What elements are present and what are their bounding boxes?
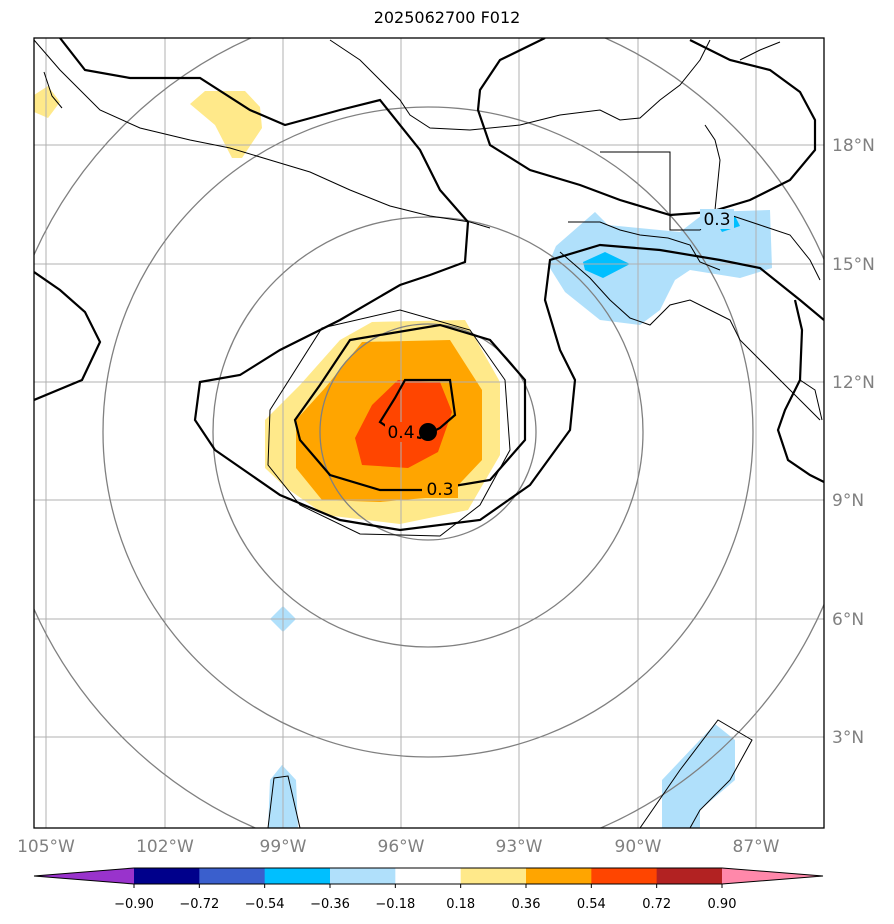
- colorbar-tick-label: −0.54: [245, 897, 285, 912]
- colorbar-extend-high: [722, 868, 823, 884]
- cuba: [739, 41, 781, 61]
- colorbar-segment: [134, 868, 200, 884]
- contour-east-loop: [476, 38, 817, 217]
- colorbar-segment: [330, 868, 396, 884]
- contour-label-03-east: 0.3: [703, 210, 730, 230]
- contour-label-group: 0.4 0.3 0.3: [385, 209, 734, 500]
- colorbar-tick-label: 0.54: [577, 897, 606, 912]
- southeast-polygon: [639, 719, 753, 828]
- map-title: 2025062700 F012: [373, 8, 521, 27]
- colorbar-extend-low: [34, 868, 134, 884]
- contour-inner-04: [378, 378, 457, 440]
- lon-tick-105w: 105°W: [17, 837, 75, 857]
- lon-tick-102w: 102°W: [136, 837, 194, 857]
- lat-tick-12n: 12°N: [832, 373, 875, 393]
- gulf-coast: [329, 39, 711, 131]
- colorbar-segment: [264, 868, 331, 884]
- colorbar-segment: [526, 868, 592, 884]
- contour-west-left: [34, 271, 102, 402]
- contour-east-right: [776, 299, 824, 483]
- contour-label-04: 0.4: [387, 423, 414, 443]
- latitude-tick-labels: 18°N 15°N 12°N 9°N 6°N 3°N: [832, 136, 875, 748]
- colorbar-ticks: −0.90 −0.72 −0.54 −0.36 −0.18 0.18 0.36 0.54 0.7…: [114, 884, 736, 912]
- south-polygon: [267, 775, 301, 828]
- colorbar-segment: [656, 868, 723, 884]
- colorbar-segment: [460, 868, 527, 884]
- colorbar-tick-label: −0.18: [375, 897, 415, 912]
- colorbar-tick-label: −0.90: [114, 897, 154, 912]
- central-island-right: [799, 379, 823, 421]
- longitude-tick-labels: 105°W 102°W 99°W 96°W 93°W 90°W 87°W: [17, 837, 780, 857]
- contour-label-03-south: 0.3: [426, 480, 453, 500]
- storm-polygon: [267, 309, 511, 537]
- fill-positive-018-nw: [190, 91, 262, 158]
- colorbar-segment: [199, 868, 266, 884]
- storm-center-marker: [419, 423, 437, 441]
- mexico-inland-line: [43, 71, 63, 109]
- colorbar-tick-label: 0.72: [642, 897, 671, 912]
- lat-tick-3n: 3°N: [832, 728, 864, 748]
- colorbar: −0.90 −0.72 −0.54 −0.36 −0.18 0.18 0.36 0.54 0.7…: [33, 867, 824, 912]
- colorbar-tick-label: 0.90: [708, 897, 737, 912]
- colorbar-segment: [591, 868, 658, 884]
- lat-tick-18n: 18°N: [832, 136, 875, 156]
- lon-tick-93w: 93°W: [496, 837, 543, 857]
- lon-tick-99w: 99°W: [260, 837, 307, 857]
- fill-negative-036-east: [583, 252, 630, 278]
- lat-tick-9n: 9°N: [832, 491, 864, 511]
- contour-outer-large: [59, 38, 824, 532]
- caribbean-coast: [729, 214, 821, 281]
- guatemala-border: [568, 221, 721, 271]
- colorbar-outline: [33, 867, 824, 885]
- coastlines: [34, 39, 823, 828]
- colorbar-tick-label: −0.72: [179, 897, 219, 912]
- lon-tick-90w: 90°W: [615, 837, 662, 857]
- lon-tick-87w: 87°W: [733, 837, 780, 857]
- range-rings: [34, 38, 824, 828]
- fill-positive-018-corner: [34, 86, 60, 118]
- filled-contours: [34, 86, 772, 828]
- colorbar-tick-label: 0.36: [512, 897, 541, 912]
- fill-negative-018-southeast: [662, 724, 735, 828]
- mexico-pacific-coast: [34, 39, 491, 229]
- colorbar-segments: [34, 868, 823, 884]
- lat-tick-15n: 15°N: [832, 255, 875, 275]
- map-area: 0.4 0.3 0.3: [34, 38, 824, 828]
- colorbar-tick-label: −0.36: [310, 897, 350, 912]
- graticule: [34, 38, 824, 828]
- colorbar-tick-label: 0.18: [446, 897, 475, 912]
- map-frame: [33, 37, 825, 829]
- colorbar-segment: [395, 868, 462, 884]
- lon-tick-96w: 96°W: [378, 837, 425, 857]
- fill-negative-018-east: [548, 210, 772, 325]
- lat-tick-6n: 6°N: [832, 610, 864, 630]
- central-america-pacific: [559, 251, 821, 421]
